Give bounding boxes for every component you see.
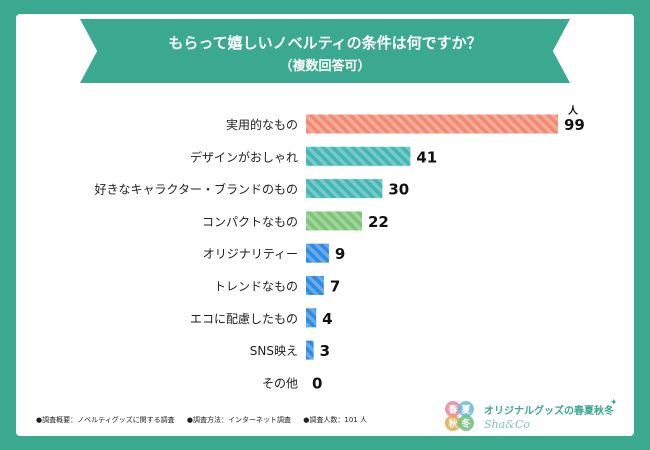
logo-petal	[445, 401, 461, 417]
value-label: 99	[564, 116, 585, 134]
value-label: 30	[388, 181, 409, 199]
logo-petal	[458, 401, 474, 417]
bar-stripes	[306, 340, 314, 360]
chart-title: もらって嬉しいノベルティの条件は何ですか？	[168, 34, 482, 52]
category-label: 好きなキャラクター・ブランドのもの	[94, 182, 298, 197]
brand-logo: 春夏秋冬 オリジナルグッズの春夏秋冬 Sha&Co ✦	[440, 398, 630, 436]
category-label: デザインがおしゃれ	[190, 149, 298, 164]
bar-stripes	[306, 308, 317, 328]
value-label: 9	[335, 245, 345, 263]
bar-stripes	[306, 146, 411, 166]
survey-footnote: ●調査概要：ノベルティグッズに関する調査 ●調査方法：インターネット調査 ●調査…	[36, 415, 377, 425]
sparkle-icon: ✦	[610, 398, 618, 408]
bar-stripes	[306, 211, 362, 231]
value-label: 4	[322, 310, 332, 328]
bar-stripes	[306, 114, 558, 134]
footnote-overview: ●調査概要：ノベルティグッズに関する調査	[36, 416, 175, 424]
category-label: その他	[262, 376, 298, 390]
logo-petal	[458, 415, 474, 431]
bar-stripes	[306, 179, 383, 199]
chart-subtitle: （複数回答可）	[279, 59, 371, 74]
title-banner: もらって嬉しいノベルティの条件は何ですか？ （複数回答可）	[80, 19, 570, 83]
value-label: 3	[320, 342, 330, 360]
value-label: 0	[312, 374, 322, 392]
category-label: エコに配慮したもの	[190, 312, 298, 326]
category-label: トレンドなもの	[214, 280, 298, 294]
bar-stripes	[306, 243, 329, 263]
category-label: 実用的なもの	[226, 117, 298, 132]
logo-season-glyph: 冬	[461, 418, 471, 430]
footnote-count: ●調査人数：101 人	[303, 416, 367, 424]
value-label: 41	[416, 148, 437, 166]
seasons-flower-icon: 春夏秋冬	[445, 401, 474, 431]
logo-name: オリジナルグッズの春夏秋冬	[484, 406, 614, 417]
category-label: SNS映え	[250, 344, 298, 358]
category-label: オリジナリティー	[203, 247, 298, 261]
logo-season-glyph: 秋	[447, 418, 458, 430]
unit-label: 人	[568, 104, 579, 117]
logo-brand: Sha&Co	[484, 418, 531, 431]
logo-season-glyph: 春	[447, 404, 458, 416]
value-label: 7	[330, 278, 340, 296]
value-label: 22	[368, 213, 389, 231]
category-label: コンパクトなもの	[202, 215, 298, 229]
logo-season-glyph: 夏	[460, 405, 471, 416]
footnote-method: ●調査方法：インターネット調査	[186, 416, 292, 424]
bar-stripes	[306, 276, 324, 295]
logo-petal	[445, 415, 461, 431]
